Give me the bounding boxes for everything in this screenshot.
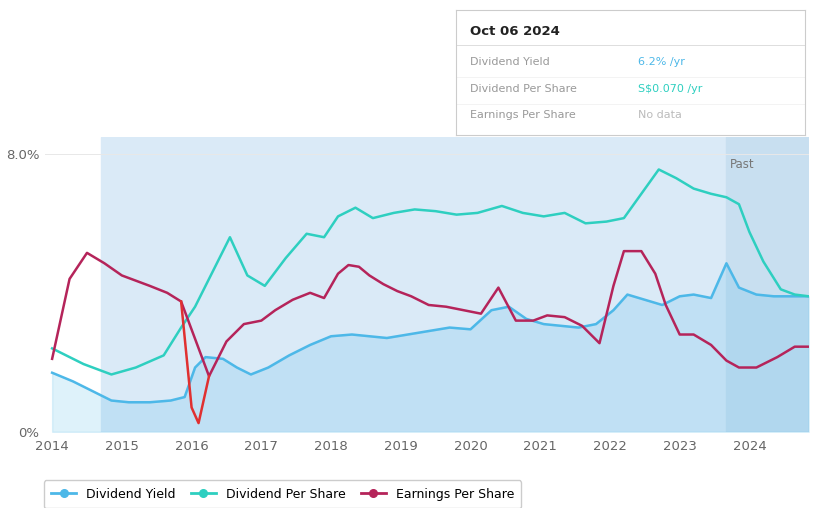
Text: Dividend Yield: Dividend Yield (470, 57, 550, 68)
Bar (727, 137, 809, 432)
Text: Oct 06 2024: Oct 06 2024 (470, 25, 560, 38)
Bar (101, 137, 727, 432)
Text: Past: Past (730, 158, 754, 171)
Text: No data: No data (638, 110, 681, 120)
Text: 6.2% /yr: 6.2% /yr (638, 57, 685, 68)
Legend: Dividend Yield, Dividend Per Share, Earnings Per Share: Dividend Yield, Dividend Per Share, Earn… (44, 480, 521, 508)
Text: Dividend Per Share: Dividend Per Share (470, 84, 577, 93)
Text: S$0.070 /yr: S$0.070 /yr (638, 84, 702, 93)
Text: Earnings Per Share: Earnings Per Share (470, 110, 576, 120)
